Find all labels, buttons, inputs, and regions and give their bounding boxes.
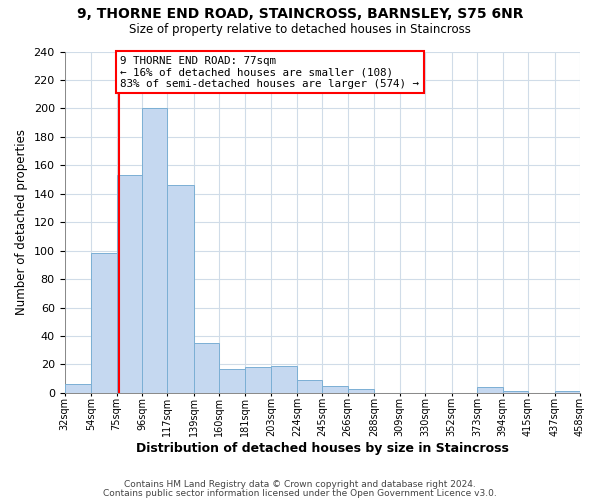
Bar [65, 384, 91, 393]
Text: Contains public sector information licensed under the Open Government Licence v3: Contains public sector information licen… [103, 488, 497, 498]
Bar [297, 380, 322, 393]
Text: Contains HM Land Registry data © Crown copyright and database right 2024.: Contains HM Land Registry data © Crown c… [124, 480, 476, 489]
Bar [503, 392, 528, 393]
Y-axis label: Number of detached properties: Number of detached properties [15, 129, 28, 315]
Bar [194, 343, 220, 393]
Bar [477, 387, 503, 393]
Bar [245, 368, 271, 393]
Bar [220, 368, 245, 393]
Bar [347, 388, 374, 393]
Text: 9, THORNE END ROAD, STAINCROSS, BARNSLEY, S75 6NR: 9, THORNE END ROAD, STAINCROSS, BARNSLEY… [77, 8, 523, 22]
Bar [116, 176, 142, 393]
Bar [91, 254, 116, 393]
Bar [322, 386, 347, 393]
X-axis label: Distribution of detached houses by size in Staincross: Distribution of detached houses by size … [136, 442, 509, 455]
Bar [554, 392, 580, 393]
Bar [142, 108, 167, 393]
Text: Size of property relative to detached houses in Staincross: Size of property relative to detached ho… [129, 22, 471, 36]
Bar [167, 185, 194, 393]
Bar [271, 366, 297, 393]
Text: 9 THORNE END ROAD: 77sqm
← 16% of detached houses are smaller (108)
83% of semi-: 9 THORNE END ROAD: 77sqm ← 16% of detach… [120, 56, 419, 89]
